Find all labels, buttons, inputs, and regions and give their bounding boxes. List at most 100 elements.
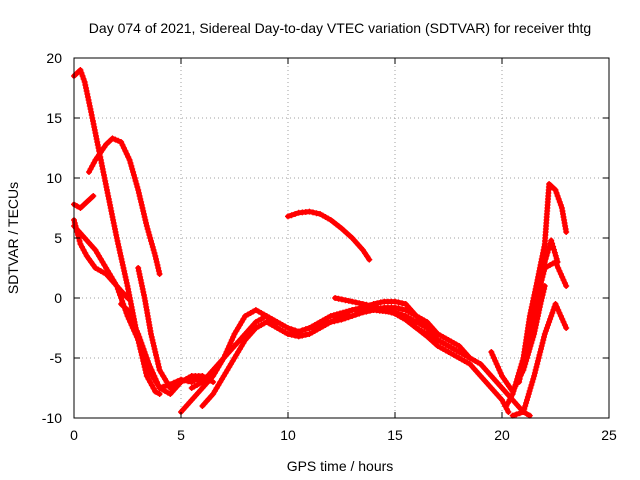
x-tick-label: 10 — [280, 427, 296, 443]
data-point-marker — [510, 388, 517, 394]
data-point-marker — [143, 355, 150, 361]
data-point-marker — [551, 246, 557, 253]
data-point-marker — [135, 190, 142, 196]
data-point-marker — [546, 319, 553, 325]
data-point-marker — [150, 247, 157, 253]
data-point-marker — [77, 67, 84, 73]
data-point-marker — [549, 240, 556, 247]
data-point-marker — [535, 292, 542, 298]
data-point-marker — [555, 196, 562, 202]
data-point-marker — [118, 256, 125, 262]
data-point-marker — [147, 235, 154, 241]
data-point-marker — [292, 327, 299, 334]
data-point-marker — [148, 238, 154, 244]
data-point-marker — [563, 325, 570, 331]
data-point-marker — [131, 175, 138, 181]
data-point-marker — [521, 352, 528, 358]
data-point-marker — [136, 193, 143, 199]
data-point-marker — [561, 280, 568, 286]
data-point-marker — [561, 322, 568, 328]
data-point-marker — [134, 184, 141, 190]
data-point-marker — [147, 379, 154, 386]
data-point-marker — [538, 346, 544, 352]
data-point-marker — [362, 250, 368, 257]
data-point-marker — [143, 373, 150, 379]
data-point-marker — [349, 313, 356, 319]
data-point-marker — [138, 199, 145, 205]
data-point-marker — [121, 271, 128, 277]
data-point-marker — [151, 250, 158, 256]
x-axis-label: GPS time / hours — [287, 458, 394, 474]
y-tick-label: 10 — [46, 170, 62, 186]
data-point-marker — [84, 94, 91, 100]
data-point-marker — [118, 301, 125, 307]
data-point-marker — [377, 306, 384, 313]
data-point-marker — [492, 358, 499, 364]
grid-lines — [74, 58, 609, 418]
data-point-marker — [123, 280, 130, 286]
y-tick-label: 15 — [46, 110, 62, 126]
data-point-marker — [377, 299, 384, 306]
data-point-marker — [519, 361, 526, 367]
data-point-marker — [531, 370, 538, 376]
data-point-marker — [522, 346, 529, 352]
data-point-marker — [109, 135, 116, 142]
data-point-marker — [100, 169, 107, 175]
data-point-marker — [552, 252, 559, 259]
data-point-marker — [553, 255, 560, 262]
data-point-marker — [340, 309, 346, 316]
data-point-marker — [151, 373, 158, 379]
data-point-marker — [128, 163, 135, 169]
data-point-marker — [83, 88, 90, 94]
data-point-marker — [137, 337, 144, 343]
y-tick-label: 20 — [46, 50, 62, 66]
data-point-marker — [528, 382, 535, 388]
data-point-marker — [543, 325, 550, 331]
data-point-marker — [115, 241, 122, 247]
data-point-marker — [145, 376, 152, 383]
data-point-marker — [524, 397, 530, 403]
data-point-marker — [524, 340, 531, 346]
data-point-marker — [512, 382, 519, 388]
series-track-13 — [370, 304, 512, 415]
data-point-marker — [76, 238, 83, 244]
data-point-marker — [152, 376, 159, 382]
data-point-marker — [359, 301, 366, 307]
data-point-marker — [554, 193, 561, 199]
data-point-marker — [545, 322, 551, 328]
data-point-marker — [292, 211, 299, 217]
data-point-marker — [119, 259, 126, 265]
data-point-marker — [505, 409, 512, 415]
data-point-marker — [118, 295, 125, 301]
data-point-marker — [143, 223, 150, 229]
data-point-marker — [557, 202, 564, 208]
data-point-marker — [156, 391, 163, 397]
data-point-marker — [491, 355, 497, 361]
data-point-marker — [102, 178, 109, 184]
data-point-marker — [79, 73, 86, 79]
data-point-marker — [488, 349, 495, 355]
data-point-marker — [374, 305, 381, 312]
data-point-marker — [548, 237, 555, 244]
series-trace — [371, 305, 511, 415]
data-point-marker — [153, 355, 160, 361]
data-point-marker — [156, 271, 163, 277]
y-tick-label: 0 — [54, 290, 62, 306]
data-point-marker — [545, 246, 552, 253]
data-point-marker — [555, 307, 562, 313]
data-point-marker — [509, 391, 516, 397]
data-point-marker — [518, 367, 525, 373]
data-point-marker — [302, 326, 309, 333]
data-point-marker — [143, 220, 149, 226]
data-point-marker — [142, 217, 149, 223]
data-point-marker — [86, 103, 93, 109]
data-point-marker — [141, 349, 148, 355]
data-point-marker — [113, 235, 120, 241]
data-point-marker — [536, 286, 543, 292]
data-point-marker — [128, 316, 135, 322]
data-point-marker — [384, 308, 391, 315]
data-point-marker — [399, 306, 406, 313]
data-point-marker — [149, 337, 156, 343]
data-point-marker — [90, 193, 97, 199]
